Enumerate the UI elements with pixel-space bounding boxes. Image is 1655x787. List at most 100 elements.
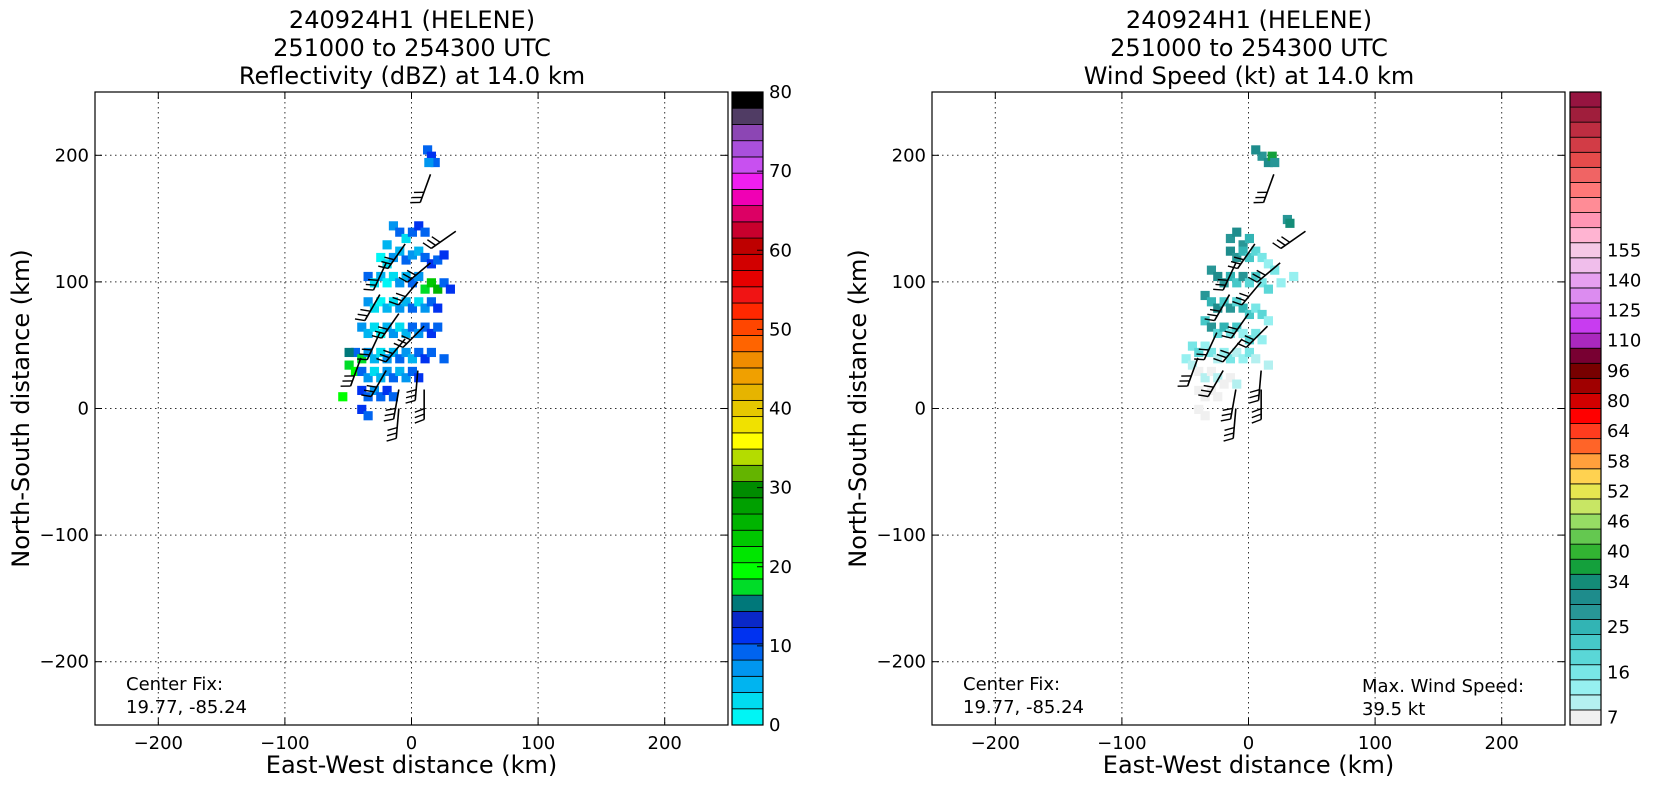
colorbar-bin (731, 627, 764, 645)
wind-barb-flag (363, 389, 374, 393)
data-cell (414, 347, 424, 358)
colorbar-bin (731, 286, 764, 304)
wind-barb-flag (360, 308, 371, 312)
colorbar-bin (731, 578, 764, 596)
wind-barb-flag (1251, 413, 1262, 419)
x-tick-label: −100 (260, 733, 309, 754)
y-tick-label: −100 (40, 525, 89, 546)
wind-barb-flag (414, 413, 425, 419)
colorbar-tick-label: 58 (1607, 451, 1630, 472)
wind-barb-flag (422, 242, 432, 250)
y-tick-label: 200 (892, 145, 926, 166)
data-cell (1206, 347, 1217, 358)
wind-barb-flag (383, 349, 394, 355)
data-cell (414, 221, 424, 231)
data-cell (1232, 347, 1242, 358)
wind-barb-flag (387, 426, 398, 432)
data-cell (401, 297, 411, 307)
data-cell (1200, 411, 1210, 421)
colorbar-bin (1569, 634, 1602, 651)
colorbar-tick-label: 50 (769, 319, 792, 340)
wind-barb-flag (406, 269, 417, 276)
colorbar-bin (731, 188, 764, 207)
colorbar-bin (731, 529, 764, 547)
wind-barb (1213, 338, 1243, 363)
colorbar-bin (1569, 588, 1602, 605)
data-cell (401, 255, 411, 265)
wind-barb-flag (357, 313, 368, 317)
data-cell (1206, 297, 1217, 307)
wind-barb-flag (377, 326, 388, 330)
wind-barb-flag (1217, 278, 1228, 282)
data-cell (1181, 354, 1191, 364)
x-tick-label: 200 (1485, 733, 1519, 754)
colorbar-bin (731, 124, 764, 142)
wind-barb-flag (398, 276, 408, 283)
colorbar-bin (731, 91, 764, 109)
data-cell (433, 255, 443, 265)
colorbar-bin (731, 546, 764, 564)
data-cell (433, 284, 443, 294)
wind-barb (1198, 370, 1224, 398)
data-cell (1257, 335, 1267, 345)
colorbar-bin (1569, 287, 1602, 304)
chart-title-line-2: 251000 to 254300 UTC (1110, 34, 1388, 62)
colorbar-bin (1569, 317, 1602, 334)
wind-barb-flag (1252, 273, 1262, 280)
colorbar-tick-label: 7 (1607, 707, 1618, 728)
data-cell (388, 221, 399, 231)
wind-barb (1232, 281, 1262, 306)
colorbar-frame (1569, 91, 1602, 726)
data-cell (1251, 145, 1261, 155)
wind-barb-flag (1251, 418, 1262, 424)
data-cell (357, 322, 367, 332)
colorbar-bin (1569, 347, 1602, 364)
colorbar-bin (1569, 242, 1602, 259)
colorbar-bin (1569, 558, 1602, 575)
data-cell (1238, 246, 1248, 256)
colorbar-bin (731, 692, 764, 710)
data-cell (376, 373, 386, 383)
wind-barb-flag (378, 265, 389, 270)
colorbar-bin (731, 708, 764, 726)
wind-barb-flag (383, 418, 394, 422)
colorbar-bin (1569, 151, 1602, 168)
wind-barb-flag (363, 288, 374, 291)
colorbar-bin (1569, 377, 1602, 394)
data-cell (426, 259, 436, 269)
data-cell (1263, 360, 1273, 370)
wind-barb (354, 294, 381, 322)
data-cell (439, 250, 449, 260)
colorbar-tick-label: 96 (1607, 361, 1630, 382)
colorbar-bin (731, 448, 764, 466)
data-cell (401, 271, 411, 282)
wind-barb-flag (1213, 288, 1224, 291)
colorbar-tick-label: 20 (769, 557, 792, 578)
data-cell (1263, 316, 1273, 326)
colorbar-bin (731, 675, 764, 693)
data-cell (401, 328, 411, 339)
colorbar-bin (1569, 332, 1602, 349)
data-cell (401, 373, 411, 383)
data-cell (1232, 227, 1242, 237)
wind-barb (405, 370, 419, 404)
wind-barb-flag (374, 330, 385, 335)
colorbar-tick-label: 30 (769, 478, 792, 499)
colorbar-tick-label: 140 (1607, 270, 1641, 291)
data-cell (395, 227, 405, 237)
data-cell (1257, 151, 1267, 161)
wind-barb-flag (1221, 413, 1232, 417)
wind-barb-flag (1248, 399, 1259, 404)
data-cell (414, 271, 424, 282)
data-cell (1213, 354, 1223, 364)
wind-barb (371, 313, 400, 339)
colorbar-tick-label: 40 (1607, 542, 1630, 563)
data-cell (1244, 309, 1254, 320)
wind-barb-flag (405, 394, 416, 399)
wind-barb-flag (1248, 276, 1258, 283)
wind-barb (1221, 313, 1250, 339)
data-cell (395, 322, 405, 332)
data-cell (338, 392, 348, 402)
wind-barb-flag (384, 256, 395, 261)
